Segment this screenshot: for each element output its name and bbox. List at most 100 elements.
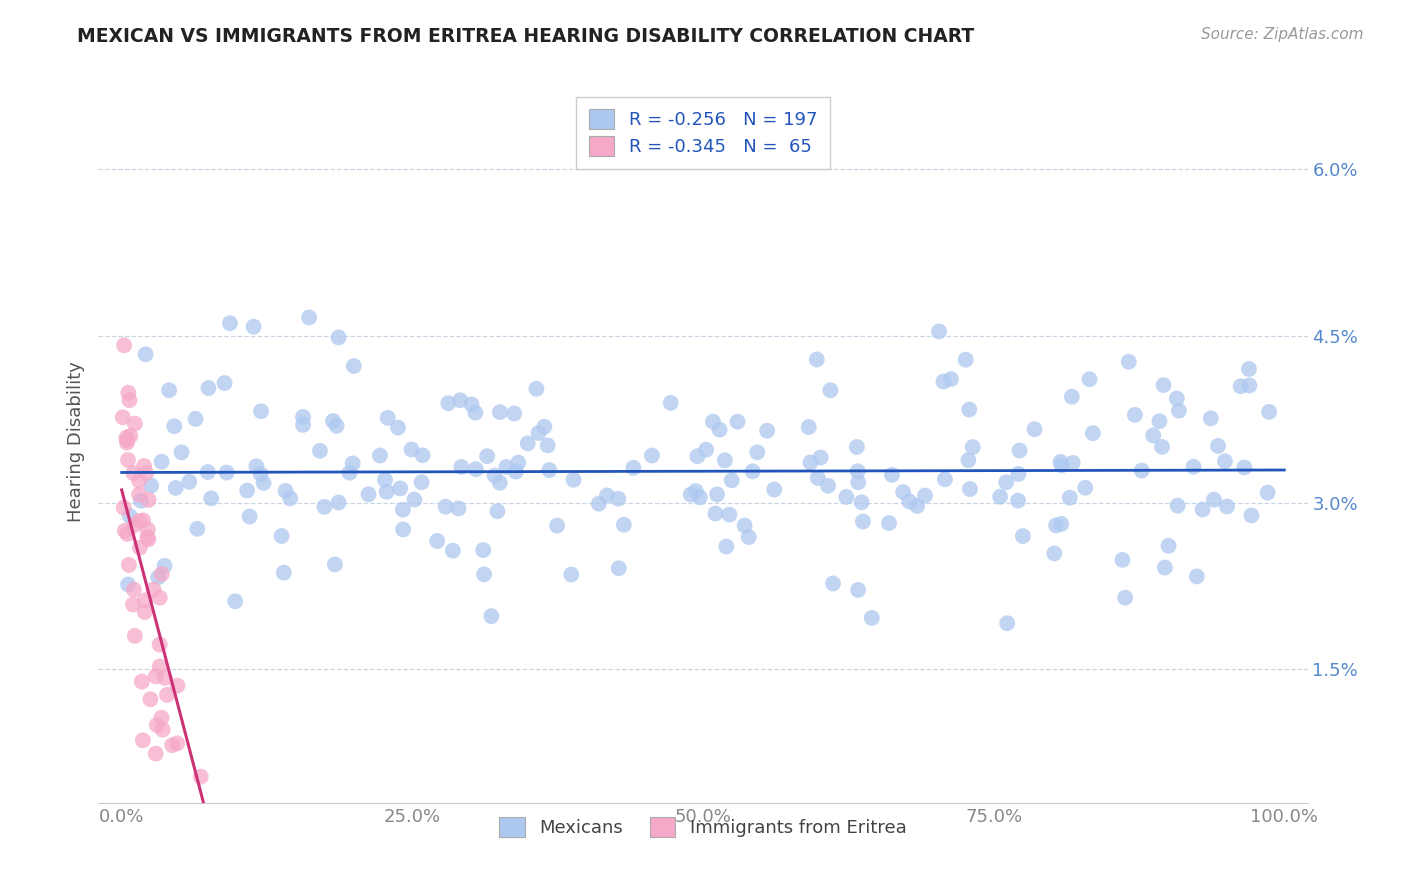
Point xyxy=(215,466,238,480)
Point xyxy=(1111,553,1133,567)
Point xyxy=(141,478,163,492)
Point xyxy=(957,453,980,467)
Point xyxy=(475,449,498,463)
Point xyxy=(1130,464,1153,478)
Point xyxy=(489,405,512,419)
Point xyxy=(138,533,160,547)
Point xyxy=(441,543,464,558)
Point xyxy=(270,529,292,543)
Point xyxy=(145,669,167,683)
Point xyxy=(179,475,201,489)
Point xyxy=(820,384,842,398)
Point xyxy=(1007,467,1029,481)
Point xyxy=(309,443,332,458)
Point xyxy=(214,376,236,390)
Point xyxy=(342,457,364,471)
Point xyxy=(374,473,396,487)
Point xyxy=(426,533,449,548)
Point xyxy=(959,482,981,496)
Point xyxy=(156,688,179,702)
Point xyxy=(157,806,180,821)
Point xyxy=(129,493,152,508)
Point xyxy=(136,530,159,544)
Point xyxy=(806,352,828,367)
Point xyxy=(596,488,619,502)
Point xyxy=(1012,529,1035,543)
Point xyxy=(714,453,737,467)
Point xyxy=(219,316,242,330)
Point xyxy=(252,475,274,490)
Point xyxy=(495,460,517,475)
Point xyxy=(1078,372,1101,386)
Point xyxy=(132,513,155,527)
Point xyxy=(328,330,350,344)
Point xyxy=(128,474,150,488)
Point xyxy=(1257,485,1279,500)
Point xyxy=(1213,454,1236,468)
Point xyxy=(135,467,157,481)
Point xyxy=(588,497,610,511)
Point xyxy=(124,417,146,431)
Point xyxy=(1043,546,1066,560)
Point xyxy=(1167,403,1189,417)
Point xyxy=(536,438,558,452)
Point xyxy=(149,659,172,673)
Point xyxy=(686,449,709,463)
Text: Source: ZipAtlas.com: Source: ZipAtlas.com xyxy=(1201,27,1364,42)
Point xyxy=(236,483,259,498)
Point xyxy=(1123,408,1146,422)
Point xyxy=(464,406,486,420)
Point xyxy=(322,414,344,428)
Point xyxy=(505,465,527,479)
Point xyxy=(134,593,156,607)
Point xyxy=(934,472,956,486)
Point xyxy=(962,440,984,454)
Point xyxy=(741,464,763,478)
Point xyxy=(846,475,869,490)
Point xyxy=(526,382,548,396)
Point xyxy=(846,464,869,478)
Point xyxy=(546,518,568,533)
Point xyxy=(727,415,749,429)
Point xyxy=(880,467,903,482)
Point xyxy=(132,733,155,747)
Point xyxy=(278,491,301,506)
Point xyxy=(747,445,769,459)
Point xyxy=(138,492,160,507)
Point xyxy=(124,629,146,643)
Point xyxy=(623,460,645,475)
Point xyxy=(149,806,172,821)
Point xyxy=(146,718,169,732)
Point xyxy=(138,806,160,821)
Point xyxy=(401,442,423,457)
Point xyxy=(1199,411,1222,425)
Point xyxy=(1059,491,1081,505)
Point xyxy=(607,491,630,506)
Point xyxy=(157,383,180,397)
Point xyxy=(112,338,135,352)
Point xyxy=(1007,493,1029,508)
Point xyxy=(799,455,821,469)
Point xyxy=(1118,355,1140,369)
Point xyxy=(1258,405,1281,419)
Point xyxy=(152,723,174,737)
Point xyxy=(706,487,728,501)
Point xyxy=(160,738,183,752)
Point xyxy=(716,540,738,554)
Point xyxy=(117,577,139,591)
Point xyxy=(807,471,830,485)
Point xyxy=(314,500,336,514)
Point xyxy=(1167,499,1189,513)
Point xyxy=(988,490,1011,504)
Point xyxy=(488,475,510,490)
Point xyxy=(117,453,139,467)
Point xyxy=(339,466,361,480)
Point xyxy=(150,711,173,725)
Point xyxy=(115,435,138,450)
Point xyxy=(1166,392,1188,406)
Point xyxy=(392,502,415,516)
Point xyxy=(118,558,141,572)
Point xyxy=(734,518,756,533)
Point xyxy=(1153,560,1175,574)
Point xyxy=(118,393,141,408)
